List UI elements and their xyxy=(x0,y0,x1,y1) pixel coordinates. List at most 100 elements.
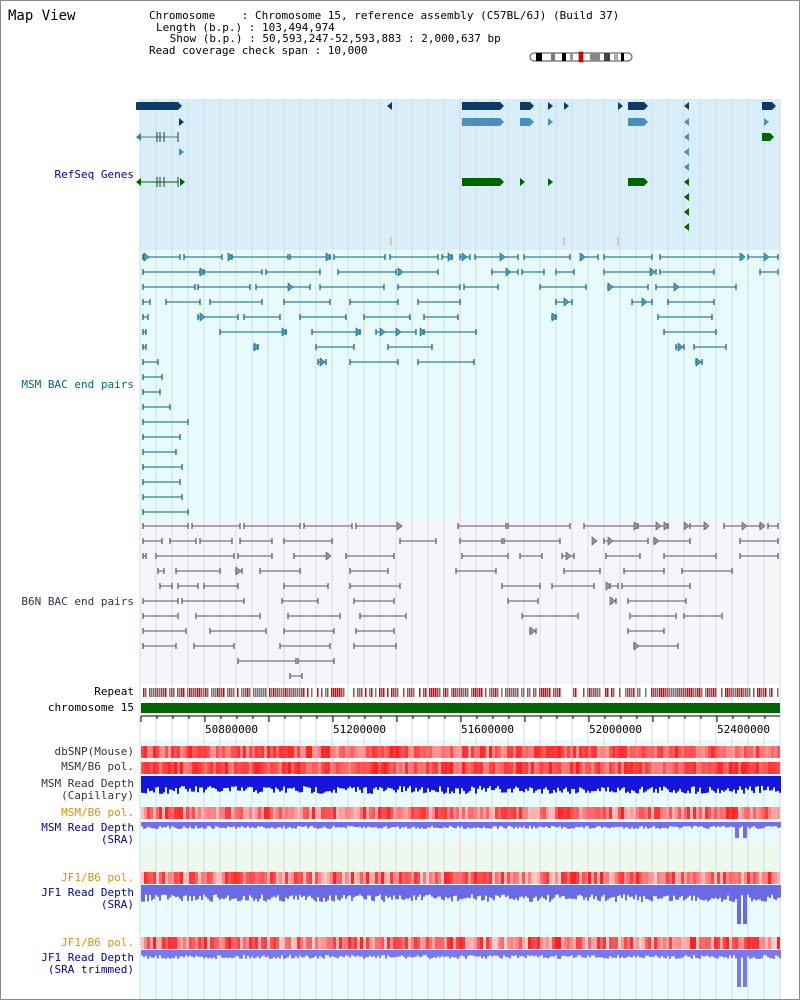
repeat-track[interactable] xyxy=(143,688,779,697)
msm-read-depth-capillary-label[interactable]: MSM Read Depth (Capillary) xyxy=(41,778,134,802)
gene-arrow xyxy=(500,178,504,186)
bac-end-arrow xyxy=(419,327,426,337)
position-axis xyxy=(140,715,780,722)
grid-lines xyxy=(139,99,781,1000)
axis-tick-label: 51200000 xyxy=(333,723,386,736)
msm-read-depth-sra[interactable] xyxy=(141,822,781,839)
gene-arrow xyxy=(564,102,569,110)
bac-end-arrow xyxy=(609,596,616,606)
bac-end-arrow xyxy=(763,252,770,262)
bac-end-arrow xyxy=(447,252,454,262)
bac-end-arrow xyxy=(499,252,506,262)
dbsnp-heatmap[interactable] xyxy=(141,746,780,758)
msm-b6-pol-label-1[interactable]: MSM/B6 pol. xyxy=(61,760,134,773)
gene-block xyxy=(628,102,644,110)
refseq-genes-track[interactable] xyxy=(136,102,776,246)
jf1-b6-pol-label-1[interactable]: JF1/B6 pol. xyxy=(61,871,134,884)
msm-bac-track[interactable] xyxy=(142,252,779,515)
jf1-read-depth-trimmed-label[interactable]: JF1 Read Depth (SRA trimmed) xyxy=(41,952,134,976)
gene-arrow xyxy=(644,178,648,186)
gene-block xyxy=(628,118,644,126)
jf1-read-depth-sra-label[interactable]: JF1 Read Depth (SRA) xyxy=(41,887,134,911)
bac-end-arrow xyxy=(683,521,690,531)
gene-arrow xyxy=(764,118,769,126)
bac-end-arrow xyxy=(695,357,702,367)
jf1-b6-pol-heatmap-2[interactable] xyxy=(141,937,780,949)
b6n-bac-label[interactable]: B6N BAC end pairs xyxy=(21,595,134,608)
bac-end-arrow xyxy=(653,536,660,546)
gene-block xyxy=(462,118,500,126)
info-show: Show (b.p.) : 50,593,247-52,593,883 : 2,… xyxy=(163,32,501,45)
dbsnp-label[interactable]: dbSNP(Mouse) xyxy=(54,745,134,758)
axis-tick-label: 52000000 xyxy=(589,723,642,736)
info-coverage-span: Read coverage check span : 10,000 xyxy=(149,43,368,57)
msm-read-depth-capillary[interactable] xyxy=(141,776,781,794)
gene-arrow xyxy=(644,102,648,110)
bac-end-arrow xyxy=(551,312,558,322)
gene-arrow xyxy=(179,118,184,126)
gene-arrow xyxy=(548,102,553,110)
msm-bac-label[interactable]: MSM BAC end pairs xyxy=(21,378,134,391)
chromosome-label: chromosome 15 xyxy=(47,701,134,714)
gene-block xyxy=(520,118,530,126)
bac-end-arrow xyxy=(565,551,572,561)
chromosome-ideogram[interactable] xyxy=(529,51,633,63)
bac-end-arrow xyxy=(355,327,362,337)
jf1-read-depth-sra[interactable] xyxy=(141,885,781,925)
repeat-label[interactable]: Repeat xyxy=(94,685,134,698)
gene-block xyxy=(462,178,500,186)
msm-read-depth-sra-label[interactable]: MSM Read Depth (SRA) xyxy=(41,822,134,846)
gene-arrow xyxy=(684,178,689,186)
gene-block xyxy=(762,102,772,110)
bac-end-arrow xyxy=(633,641,640,651)
gene-arrow xyxy=(684,223,689,231)
bac-end-arrow xyxy=(199,267,206,277)
b6n-bac-track[interactable] xyxy=(142,521,779,679)
bac-end-arrow xyxy=(703,521,710,531)
gene-arrow xyxy=(618,102,623,110)
jf1-b6-pol-heatmap-1[interactable] xyxy=(141,872,780,884)
bac-end-arrow xyxy=(395,327,402,337)
gene-arrow xyxy=(684,163,689,171)
bac-end-arrow xyxy=(677,342,684,352)
bac-end-arrow xyxy=(235,566,242,576)
gene-arrow xyxy=(684,148,689,156)
bac-end-arrow xyxy=(741,521,748,531)
msm-b6-pol-heatmap-2[interactable] xyxy=(141,807,780,819)
bac-end-arrow xyxy=(563,297,570,307)
bac-end-arrow xyxy=(143,252,150,262)
chromosome-bar[interactable] xyxy=(141,703,780,713)
gene-arrow xyxy=(136,133,141,141)
bac-end-arrow xyxy=(663,521,670,531)
gene-arrow xyxy=(644,118,648,126)
refseq-label[interactable]: RefSeq Genes xyxy=(54,168,134,181)
axis-tick-label: 52400000 xyxy=(717,723,770,736)
msm-b6-pol-label-2[interactable]: MSM/B6 pol. xyxy=(61,806,134,819)
jf1-trim-label-line1: JF1 Read Depth xyxy=(41,951,134,964)
bac-end-arrow xyxy=(641,297,648,307)
jf1-sra-label-line1: JF1 Read Depth xyxy=(41,886,134,899)
msm-sra-label-line1: MSM Read Depth xyxy=(41,821,134,834)
gene-arrow xyxy=(530,102,534,110)
gene-block xyxy=(462,102,500,110)
msm-b6-pol-heatmap-1[interactable] xyxy=(141,762,780,774)
jf1-b6-pol-label-2[interactable]: JF1/B6 pol. xyxy=(61,936,134,949)
bac-end-arrow xyxy=(673,282,680,292)
bac-end-arrow xyxy=(199,312,206,322)
bac-end-arrow xyxy=(649,267,656,277)
axis-tick-label: 50800000 xyxy=(205,723,258,736)
gene-arrow xyxy=(180,178,185,186)
axis-tick-label: 51600000 xyxy=(461,723,514,736)
gene-arrow xyxy=(684,118,689,126)
jf1-read-depth-sra-trimmed[interactable] xyxy=(141,950,781,987)
jf1-trim-label-line2: (SRA trimmed) xyxy=(47,963,134,976)
msm-sra-label-line2: (SRA) xyxy=(100,833,134,846)
bac-end-arrow xyxy=(325,252,332,262)
gene-arrow xyxy=(684,133,689,141)
msm-cap-label-line2: (Capillary) xyxy=(61,789,134,802)
gene-arrow xyxy=(548,178,553,186)
gene-arrow xyxy=(684,102,689,110)
gene-block xyxy=(762,133,770,141)
